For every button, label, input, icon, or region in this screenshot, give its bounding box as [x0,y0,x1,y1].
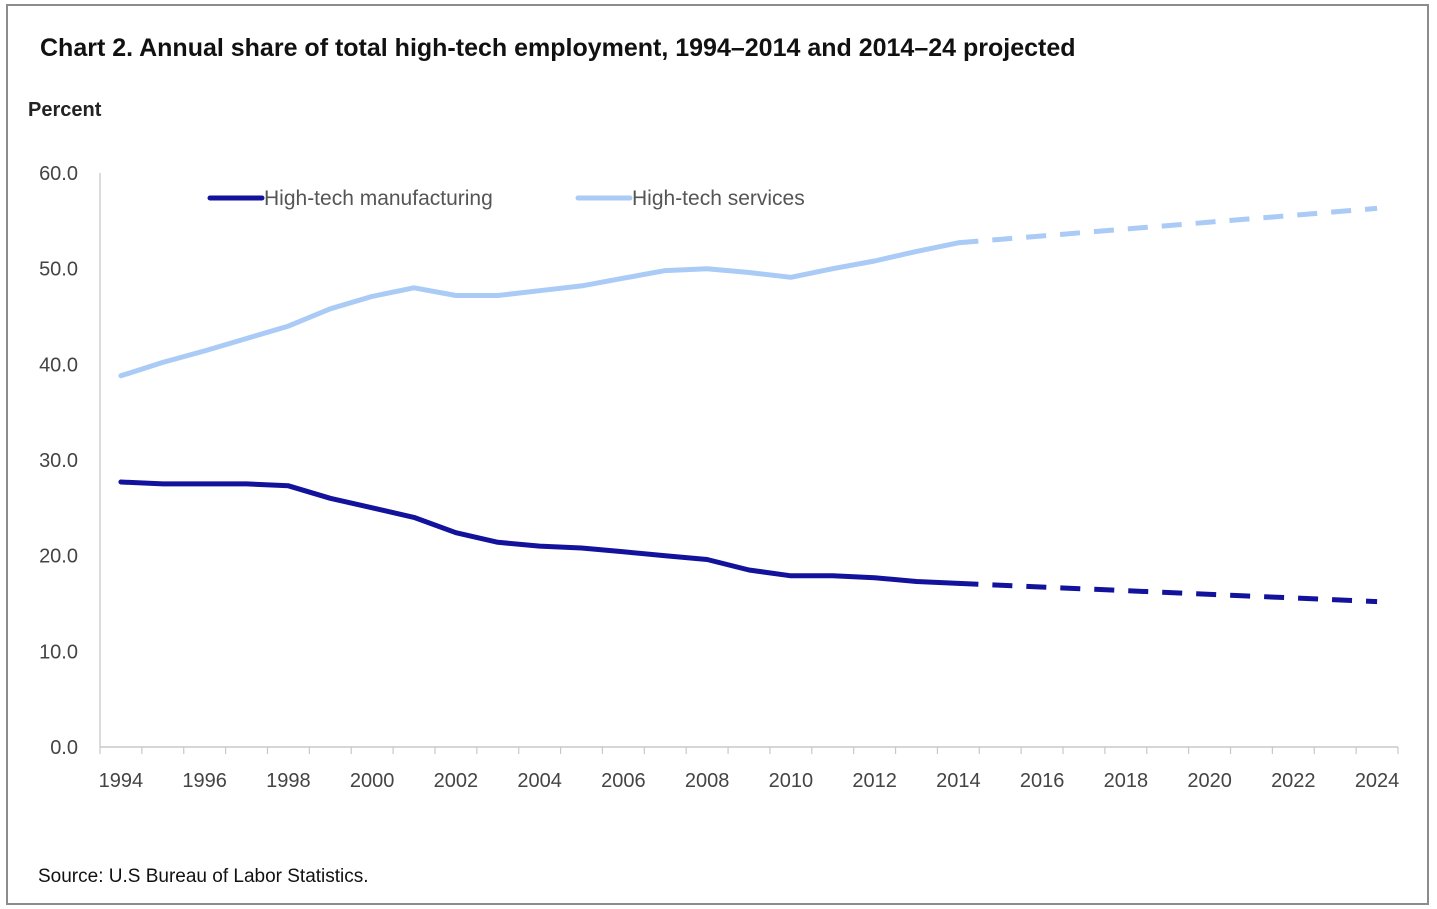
x-tick-label-7: 2008 [685,770,730,792]
x-tick-label-4: 2002 [434,770,479,792]
x-tick-label-9: 2012 [852,770,897,792]
y-tick-label-1: 10.0 [39,641,78,663]
y-tick-label-2: 20.0 [39,546,78,568]
y-tick-label-3: 30.0 [39,450,78,472]
high-tech-manufacturing-historical-line [118,479,961,586]
x-tick-label-11: 2016 [1020,770,1065,792]
y-tick-label-5: 50.0 [39,259,78,281]
x-tick-label-14: 2022 [1271,770,1316,792]
x-tick-label-10: 2014 [936,770,981,792]
x-tick-label-13: 2020 [1187,770,1232,792]
source-note: Source: U.S Bureau of Labor Statistics. [38,866,369,887]
high-tech-services-historical-line [118,240,961,379]
y-tick-label-4: 40.0 [39,354,78,376]
x-tick-label-3: 2000 [350,770,395,792]
y-axis-label: Percent [28,99,102,121]
x-tick-label-8: 2010 [769,770,814,792]
legend-label-high-tech-manufacturing: High-tech manufacturing [264,187,493,210]
y-tick-label-0: 0.0 [50,737,78,759]
high-tech-services-projected-line [958,205,1378,246]
chart-title: Chart 2. Annual share of total high-tech… [40,34,1076,62]
x-tick-label-2: 1998 [266,770,311,792]
x-tick-label-12: 2018 [1104,770,1149,792]
x-tick-label-6: 2006 [601,770,646,792]
x-tick-label-15: 2024 [1355,770,1400,792]
chart-frame [6,4,1429,905]
x-tick-label-5: 2004 [517,770,562,792]
x-tick-label-1: 1996 [182,770,227,792]
x-tick-label-0: 1994 [99,770,144,792]
y-tick-label-6: 60.0 [39,163,78,185]
legend-label-high-tech-services: High-tech services [632,187,805,210]
high-tech-manufacturing-projected-line [958,580,1378,605]
